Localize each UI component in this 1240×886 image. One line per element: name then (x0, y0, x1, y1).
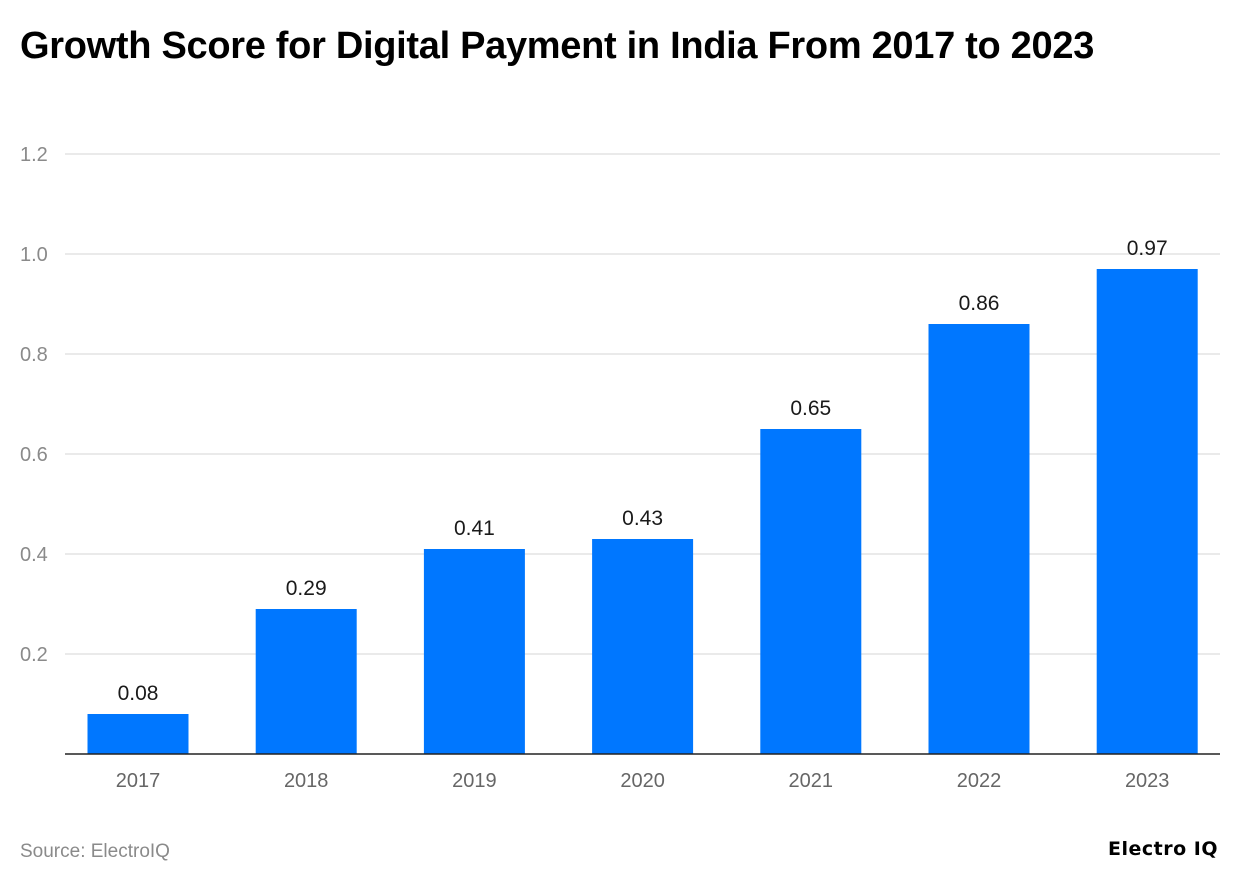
bar-2017 (87, 714, 189, 754)
y-axis-ticks: 0.2 0.4 0.6 0.8 1.0 1.2 (20, 144, 48, 666)
data-label-2022: 0.86 (959, 292, 1000, 315)
x-tick-label-2022: 2022 (957, 770, 1002, 792)
x-axis-ticks: 2017 2018 2019 2020 2021 2022 2023 (116, 770, 1170, 792)
x-tick-label-2018: 2018 (284, 770, 329, 792)
bar-2021 (760, 429, 862, 754)
bar-2020 (592, 539, 694, 754)
data-label-2018: 0.29 (286, 577, 327, 600)
bar-2018 (255, 609, 357, 754)
data-label-2021: 0.65 (790, 397, 831, 420)
bar-2019 (423, 549, 525, 754)
y-tick-label: 0.6 (20, 444, 48, 466)
y-tick-label: 0.8 (20, 344, 48, 366)
data-label-2023: 0.97 (1127, 237, 1168, 260)
data-label-2019: 0.41 (454, 517, 495, 540)
data-label-2020: 0.43 (622, 507, 663, 530)
x-tick-label-2023: 2023 (1125, 770, 1170, 792)
data-labels: 0.08 0.29 0.41 0.43 0.65 0.86 0.97 (118, 237, 1168, 705)
bars (87, 269, 1198, 754)
chart-title: Growth Score for Digital Payment in Indi… (20, 25, 1095, 67)
brand-logo: Electro IQ (1108, 838, 1218, 860)
y-tick-label: 1.0 (20, 244, 48, 266)
y-tick-label: 1.2 (20, 144, 48, 166)
bar-2023 (1096, 269, 1198, 754)
x-tick-label-2021: 2021 (789, 770, 834, 792)
data-label-2017: 0.08 (118, 682, 159, 705)
source-note: Source: ElectroIQ (20, 841, 170, 862)
x-tick-label-2017: 2017 (116, 770, 161, 792)
bar-2022 (928, 324, 1030, 754)
y-tick-label: 0.2 (20, 644, 48, 666)
x-tick-label-2019: 2019 (452, 770, 497, 792)
y-tick-label: 0.4 (20, 544, 48, 566)
x-tick-label-2020: 2020 (620, 770, 665, 792)
